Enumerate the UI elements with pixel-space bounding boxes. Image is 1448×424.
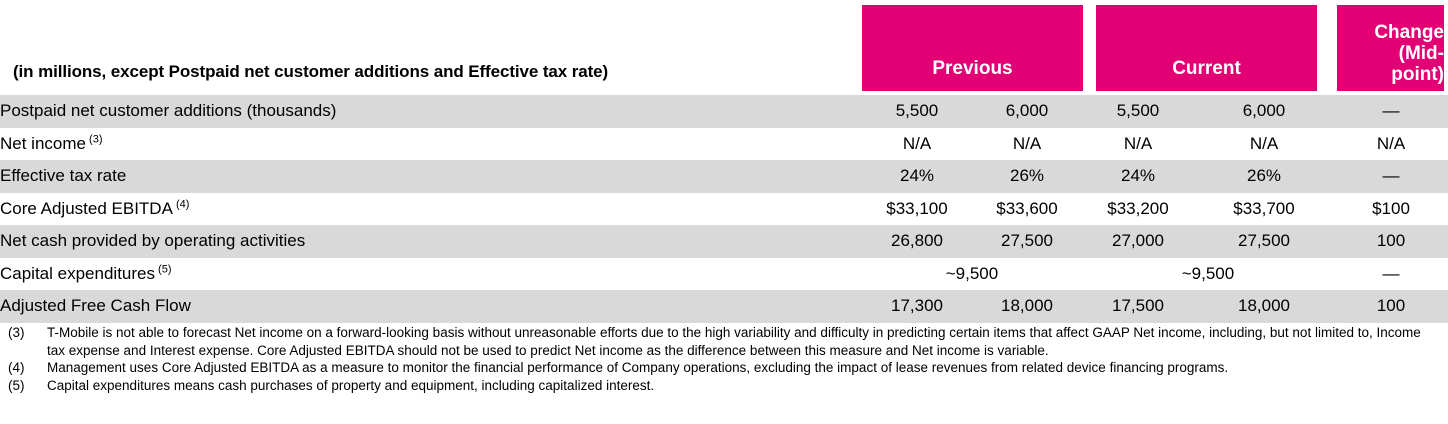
- cell-current-high: 6,000: [1194, 95, 1334, 128]
- column-header-current: Current: [1096, 5, 1317, 91]
- cell-current-low: 5,500: [1082, 95, 1194, 128]
- cell-current-high: $33,700: [1233, 198, 1295, 218]
- cell-current-low: N/A: [1123, 133, 1153, 153]
- cell-current-low: $33,200: [1107, 198, 1169, 218]
- column-header-change-midpoint: Change (Mid- point): [1337, 5, 1444, 91]
- cell-current-low: 27,000: [1082, 225, 1194, 258]
- row-label-footnote-ref: (3): [85, 132, 103, 145]
- cell-previous-low: 5,500: [862, 95, 972, 128]
- cell-previous-merged: ~9,500: [945, 263, 999, 283]
- footnote-item: (4) Management uses Core Adjusted EBITDA …: [0, 359, 1448, 377]
- cell-change-midpoint: 100: [1334, 290, 1448, 323]
- cell-previous-high: 26%: [972, 160, 1082, 193]
- table-row: Capital expenditures (5) ~9,500 ~9,500 —: [0, 258, 1448, 291]
- cell-previous-high: 18,000: [972, 290, 1082, 323]
- cell-previous-low: 26,800: [862, 225, 972, 258]
- row-label: Postpaid net customer additions (thousan…: [0, 95, 862, 128]
- footnote-text: Capital expenditures means cash purchase…: [47, 377, 655, 393]
- row-label-footnote-ref: (4): [172, 197, 190, 210]
- cell-previous-high: N/A: [1012, 133, 1042, 153]
- units-caption: (in millions, except Postpaid net custom…: [13, 62, 609, 81]
- cell-previous-low: 17,300: [862, 290, 972, 323]
- footnote-marker: (5): [8, 377, 25, 393]
- footnote-text: T-Mobile is not able to forecast Net inc…: [47, 325, 1421, 358]
- cell-change-midpoint: —: [1334, 160, 1448, 193]
- column-header-previous: Previous: [862, 5, 1083, 91]
- cell-current-merged: ~9,500: [1181, 263, 1235, 283]
- row-label: Effective tax rate: [0, 160, 862, 193]
- cell-current-high: 27,500: [1194, 225, 1334, 258]
- cell-change-midpoint: N/A: [1376, 133, 1406, 153]
- cell-previous-high: 6,000: [972, 95, 1082, 128]
- cell-current-high: 18,000: [1194, 290, 1334, 323]
- cell-change-midpoint: —: [1334, 95, 1448, 128]
- cell-current-high: N/A: [1249, 133, 1279, 153]
- cell-change-midpoint: 100: [1334, 225, 1448, 258]
- column-header-change-line3: point): [1391, 64, 1444, 85]
- cell-previous-low: $33,100: [886, 198, 948, 218]
- cell-current-high: 26%: [1194, 160, 1334, 193]
- cell-previous-low: 24%: [862, 160, 972, 193]
- table-row: Net cash provided by operating activitie…: [0, 225, 1448, 258]
- footnote-item: (3) T-Mobile is not able to forecast Net …: [0, 324, 1448, 359]
- row-label: Capital expenditures (5): [0, 262, 172, 283]
- row-label-footnote-ref: (5): [154, 262, 172, 275]
- column-header-change-line1: Change: [1374, 22, 1444, 43]
- table-row: Effective tax rate 24% 26% 24% 26% —: [0, 160, 1448, 193]
- cell-change-midpoint: $100: [1372, 198, 1410, 218]
- cell-previous-low: N/A: [902, 133, 932, 153]
- cell-current-low: 17,500: [1082, 290, 1194, 323]
- footnote-item: (5) Capital expenditures means cash purch…: [0, 377, 1448, 395]
- column-header-change-line2: (Mid-: [1398, 43, 1444, 64]
- cell-previous-high: $33,600: [996, 198, 1058, 218]
- row-label: Net cash provided by operating activitie…: [0, 225, 862, 258]
- guidance-data-table: Postpaid net customer additions (thousan…: [0, 95, 1448, 323]
- row-label: Adjusted Free Cash Flow: [0, 290, 862, 323]
- table-row: Core Adjusted EBITDA (4) $33,100 $33,600 $3…: [0, 193, 1448, 226]
- cell-previous-high: 27,500: [972, 225, 1082, 258]
- footnote-marker: (3): [8, 325, 25, 340]
- table-row: Postpaid net customer additions (thousan…: [0, 95, 1448, 128]
- cell-current-low: 24%: [1082, 160, 1194, 193]
- table-row: Net income (3) N/A N/A N/A N/A N/A: [0, 128, 1448, 161]
- row-label: Core Adjusted EBITDA (4): [0, 197, 190, 218]
- footnote-text: Management uses Core Adjusted EBITDA as …: [47, 360, 1229, 375]
- row-label: Net income (3): [0, 132, 103, 153]
- footnote-marker: (4): [8, 360, 25, 375]
- column-header-previous-label: Previous: [932, 58, 1013, 79]
- footnotes-block: (3) T-Mobile is not able to forecast Net …: [0, 324, 1448, 394]
- column-header-current-label: Current: [1172, 58, 1241, 79]
- cell-change-midpoint: —: [1382, 263, 1400, 283]
- table-row: Adjusted Free Cash Flow 17,300 18,000 17,50…: [0, 290, 1448, 323]
